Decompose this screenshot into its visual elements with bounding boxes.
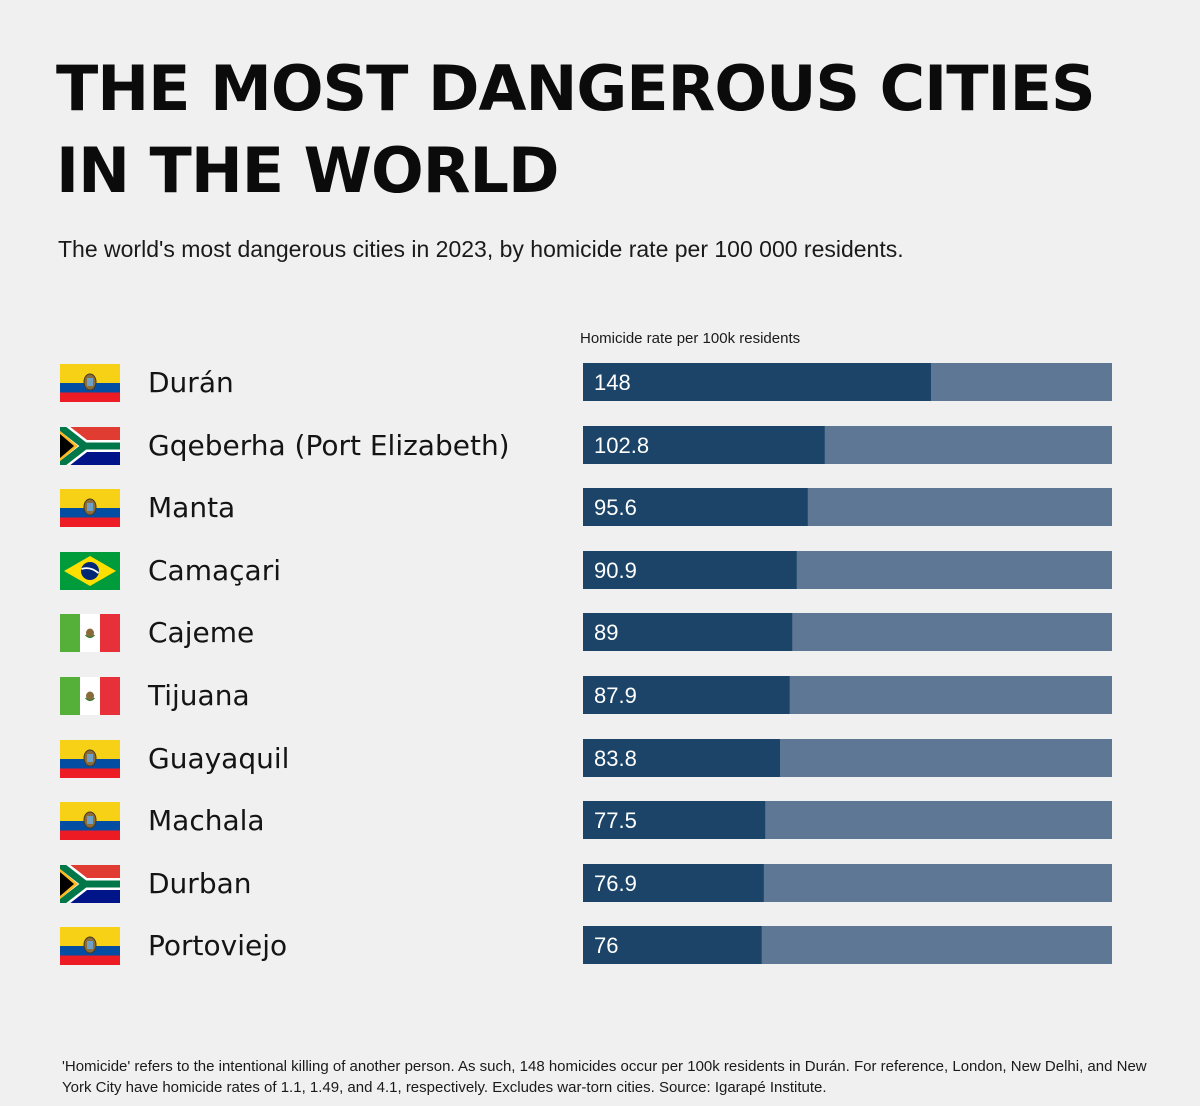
ecuador-flag-icon bbox=[60, 802, 120, 840]
city-name: Camaçari bbox=[148, 554, 281, 587]
bar-value-label: 76.9 bbox=[594, 871, 637, 896]
bar bbox=[583, 864, 764, 902]
city-row: Guayaquil bbox=[0, 739, 1200, 779]
city-name: Durán bbox=[148, 366, 234, 399]
bar bbox=[583, 551, 797, 589]
city-name: Durban bbox=[148, 867, 252, 900]
city-name: Guayaquil bbox=[148, 742, 290, 775]
bar-value-label: 148 bbox=[594, 370, 631, 395]
ecuador-flag-icon bbox=[60, 489, 120, 527]
bar bbox=[583, 363, 931, 401]
city-row: Durán bbox=[0, 363, 1200, 403]
title-line-1: THE MOST DANGEROUS CITIES bbox=[56, 52, 1096, 125]
value-axis-label: Homicide rate per 100k residents bbox=[580, 330, 801, 347]
footnote: 'Homicide' refers to the intentional kil… bbox=[62, 1058, 1147, 1096]
bar bbox=[583, 739, 781, 777]
bar-value-label: 102.8 bbox=[594, 433, 649, 458]
subtitle: The world's most dangerous cities in 202… bbox=[58, 236, 904, 262]
city-row: Cajeme bbox=[0, 613, 1200, 653]
city-row: Camaçari bbox=[0, 551, 1200, 591]
bar-value-label: 95.6 bbox=[594, 495, 637, 520]
city-name: Tijuana bbox=[148, 679, 250, 712]
page-title: THE MOST DANGEROUS CITIES IN THE WORLD bbox=[56, 48, 1096, 212]
city-row: Portoviejo bbox=[0, 926, 1200, 966]
city-row: Durban bbox=[0, 864, 1200, 904]
bar-value-label: 76 bbox=[594, 933, 618, 958]
bar-value-label: 77.5 bbox=[594, 808, 637, 833]
title-line-2: IN THE WORLD bbox=[56, 134, 559, 207]
bar-value-label: 89 bbox=[594, 620, 618, 645]
city-row: Manta bbox=[0, 488, 1200, 528]
city-name: Manta bbox=[148, 491, 236, 524]
brazil-flag-icon bbox=[60, 552, 120, 590]
bar-value-label: 87.9 bbox=[594, 683, 637, 708]
city-row: Gqeberha (Port Elizabeth) bbox=[0, 426, 1200, 466]
bar-value-label: 83.8 bbox=[594, 746, 637, 771]
ecuador-flag-icon bbox=[60, 740, 120, 778]
bar bbox=[583, 801, 766, 839]
bar bbox=[583, 676, 790, 714]
ecuador-flag-icon bbox=[60, 927, 120, 965]
city-row: Machala bbox=[0, 801, 1200, 841]
bar bbox=[583, 426, 825, 464]
mexico-flag-icon bbox=[60, 677, 120, 715]
bar-value-label: 90.9 bbox=[594, 558, 637, 583]
south-africa-flag-icon bbox=[60, 427, 120, 465]
city-name: Cajeme bbox=[148, 616, 255, 649]
bar bbox=[583, 613, 793, 651]
bar bbox=[583, 488, 808, 526]
city-row: Tijuana bbox=[0, 676, 1200, 716]
south-africa-flag-icon bbox=[60, 865, 120, 903]
ecuador-flag-icon bbox=[60, 364, 120, 402]
city-name: Portoviejo bbox=[148, 929, 288, 962]
mexico-flag-icon bbox=[60, 614, 120, 652]
city-name: Gqeberha (Port Elizabeth) bbox=[148, 429, 510, 462]
bar bbox=[583, 926, 762, 964]
city-name: Machala bbox=[148, 804, 265, 837]
